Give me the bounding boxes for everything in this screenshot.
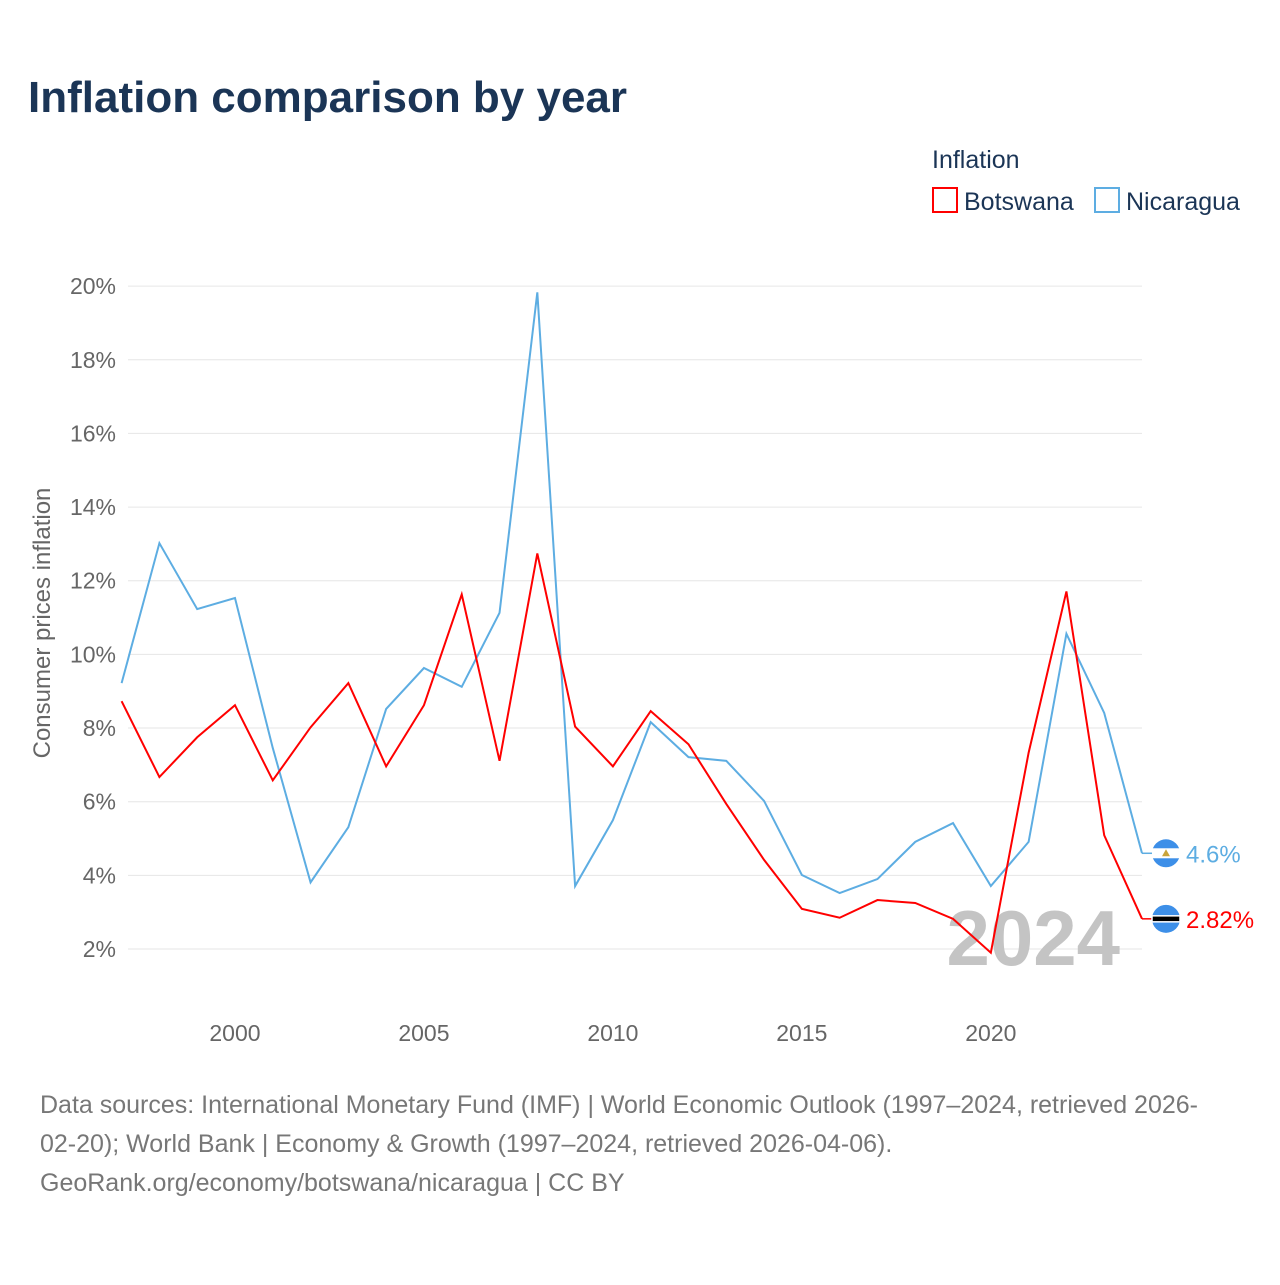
legend-label-nicaragua[interactable]: Nicaragua xyxy=(1126,188,1240,216)
y-tick-label: 18% xyxy=(70,347,116,373)
y-tick-label: 14% xyxy=(70,494,116,520)
end-labels: 4.6% 2.82% xyxy=(1142,839,1254,934)
y-axis: 2% 4% 6% 8% 10% 12% 14% 16% 18% 20% xyxy=(70,273,116,962)
nicaragua-flag-icon xyxy=(1152,839,1180,867)
footer-line-2: 02-20); World Bank | Economy & Growth (1… xyxy=(40,1130,892,1158)
x-tick-label: 2010 xyxy=(587,1020,638,1046)
x-tick-label: 2020 xyxy=(965,1020,1016,1046)
y-axis-label: Consumer prices inflation xyxy=(29,488,56,759)
chart-title: Inflation comparison by year xyxy=(28,73,627,122)
series-lines xyxy=(122,292,1142,952)
y-tick-label: 6% xyxy=(83,789,116,815)
end-value-label-botswana: 2.82% xyxy=(1186,907,1254,934)
y-tick-label: 10% xyxy=(70,641,116,667)
x-tick-label: 2005 xyxy=(398,1020,449,1046)
botswana-flag-icon xyxy=(1152,905,1180,933)
y-tick-label: 12% xyxy=(70,568,116,594)
y-tick-label: 8% xyxy=(83,715,116,741)
x-axis: 2000 2005 2010 2015 2020 xyxy=(209,1020,1016,1046)
y-tick-label: 4% xyxy=(83,862,116,888)
footer-line-1: Data sources: International Monetary Fun… xyxy=(40,1091,1198,1119)
legend-swatch-nicaragua[interactable] xyxy=(1095,188,1119,212)
gridlines xyxy=(128,286,1142,949)
end-value-label-nicaragua: 4.6% xyxy=(1186,841,1241,868)
year-watermark: 2024 xyxy=(946,894,1120,982)
y-tick-label: 2% xyxy=(83,936,116,962)
footer-link[interactable]: GeoRank.org/economy/botswana/nicaragua |… xyxy=(40,1169,625,1197)
legend-label-botswana[interactable]: Botswana xyxy=(964,188,1074,216)
series-line-nicaragua xyxy=(122,292,1142,893)
y-tick-label: 16% xyxy=(70,420,116,446)
x-tick-label: 2015 xyxy=(776,1020,827,1046)
x-tick-label: 2000 xyxy=(209,1020,260,1046)
legend-swatch-botswana[interactable] xyxy=(933,188,957,212)
legend: Botswana Nicaragua xyxy=(933,188,1240,216)
legend-title: Inflation xyxy=(932,146,1020,174)
y-tick-label: 20% xyxy=(70,273,116,299)
